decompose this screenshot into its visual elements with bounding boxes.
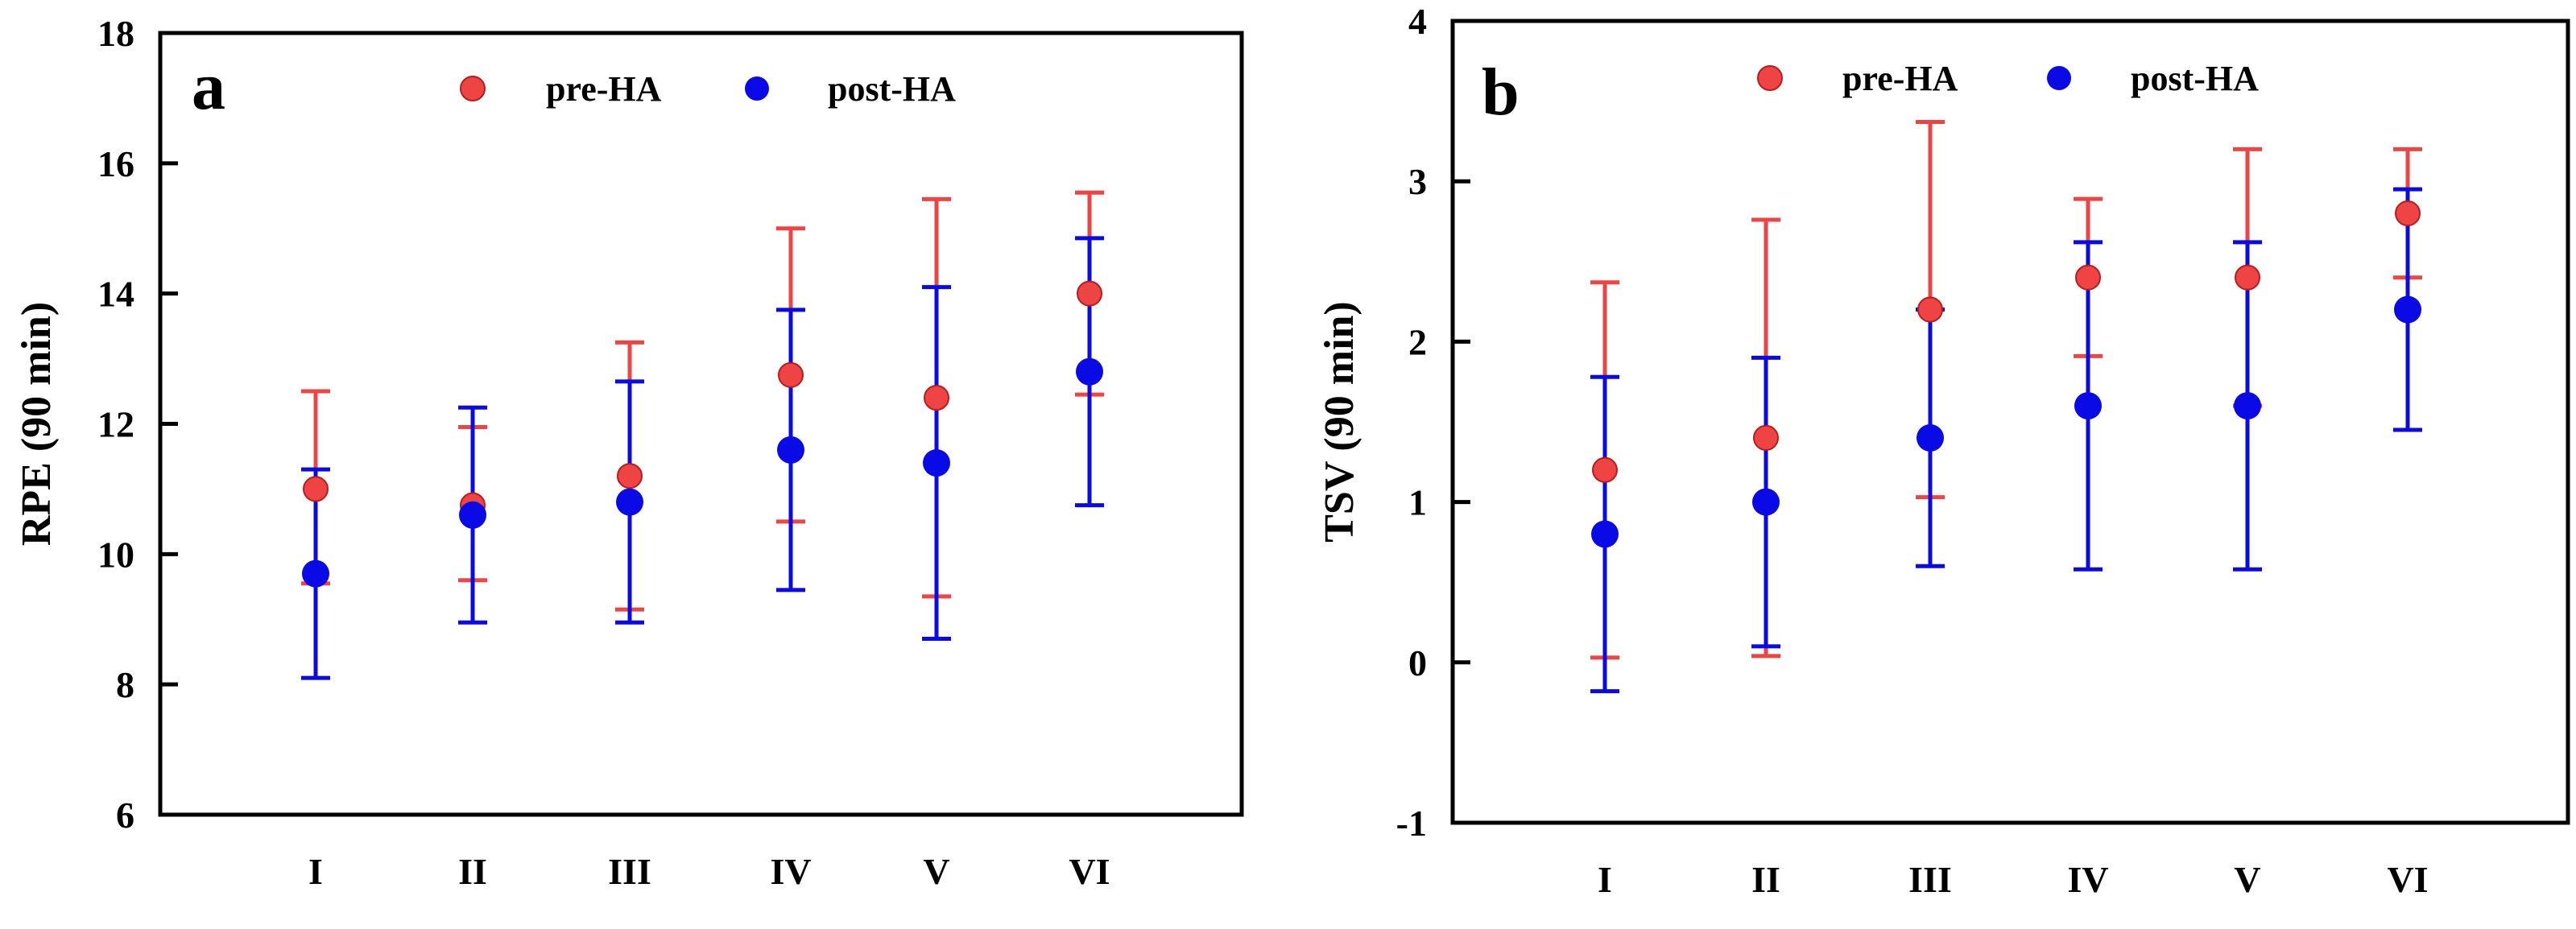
post-ha-point bbox=[923, 449, 950, 477]
post-ha-point bbox=[1076, 357, 1103, 386]
panel-b-plot-frame bbox=[1450, 19, 2570, 825]
panel-a-legend-post-marker bbox=[745, 76, 769, 101]
post-ha-point bbox=[616, 488, 643, 516]
y-tick-label: 3 bbox=[1408, 161, 1427, 202]
post-ha-point bbox=[302, 559, 329, 588]
x-tick-label: I bbox=[308, 851, 323, 892]
x-tick-label: II bbox=[1751, 859, 1780, 900]
pre-ha-point bbox=[924, 385, 949, 411]
panel-b-legend: pre-HA post-HA bbox=[1757, 59, 2259, 98]
post-ha-point bbox=[1752, 488, 1780, 516]
y-tick-label: 4 bbox=[1408, 1, 1427, 42]
x-tick-label: IV bbox=[2067, 859, 2108, 900]
panel-b-legend-post-label: post-HA bbox=[2131, 59, 2259, 98]
y-tick-label: 2 bbox=[1408, 321, 1427, 362]
panel-a-y-axis-title: RPE (90 min) bbox=[14, 302, 60, 546]
y-tick-label: 18 bbox=[97, 13, 134, 54]
panel-b-legend-post-marker bbox=[2047, 66, 2071, 90]
x-tick-label: V bbox=[923, 851, 949, 892]
x-tick-label: VI bbox=[1069, 851, 1110, 892]
y-tick-label: -1 bbox=[1396, 803, 1427, 844]
x-tick-label: III bbox=[1908, 859, 1952, 900]
y-tick-label: 10 bbox=[97, 534, 134, 575]
pre-ha-point bbox=[2075, 264, 2101, 291]
post-ha-point bbox=[2394, 295, 2421, 324]
x-tick-label: IV bbox=[770, 851, 811, 892]
panel-b-letter: b bbox=[1482, 55, 1520, 130]
panel-b-legend-pre-marker bbox=[1757, 65, 1783, 91]
pre-ha-point bbox=[1077, 280, 1102, 307]
panel-b-legend-pre-label: pre-HA bbox=[1842, 59, 1958, 98]
post-ha-point bbox=[1916, 423, 1944, 452]
post-ha-point bbox=[777, 436, 804, 464]
post-ha-point bbox=[1591, 520, 1619, 548]
pre-ha-point bbox=[1917, 296, 1943, 323]
panel-a-y-axis: 6 8 10 12 14 16 18 bbox=[97, 13, 178, 836]
x-tick-label: V bbox=[2234, 859, 2260, 900]
y-tick-label: 1 bbox=[1408, 482, 1427, 523]
x-tick-label: II bbox=[458, 851, 487, 892]
pre-ha-point bbox=[1592, 456, 1618, 483]
y-tick-label: 8 bbox=[116, 664, 134, 705]
y-tick-label: 12 bbox=[97, 404, 134, 445]
panel-a-plot-frame bbox=[158, 31, 1244, 817]
panel-a-x-axis: I II III IV V VI bbox=[308, 851, 1110, 892]
panel-b-y-axis: -1 0 1 2 3 4 bbox=[1396, 1, 1470, 844]
y-tick-label: 0 bbox=[1408, 642, 1427, 683]
post-ha-point bbox=[459, 501, 486, 529]
panel-a-legend-pre-marker bbox=[460, 76, 486, 101]
pre-ha-point bbox=[2235, 264, 2260, 291]
panel-a-legend-post-label: post-HA bbox=[828, 69, 956, 109]
pre-ha-point bbox=[778, 361, 804, 388]
panel-a-letter: a bbox=[192, 49, 225, 124]
y-tick-label: 16 bbox=[97, 143, 134, 184]
x-tick-label: VI bbox=[2387, 859, 2428, 900]
panel-b-y-axis-title: TSV (90 min) bbox=[1317, 301, 1362, 543]
y-tick-label: 14 bbox=[97, 274, 134, 315]
post-ha-point bbox=[2074, 392, 2102, 420]
panel-b-x-axis: I II III IV V VI bbox=[1598, 859, 2429, 900]
pre-ha-point bbox=[2395, 200, 2421, 227]
panel-a-legend: pre-HA post-HA bbox=[460, 69, 956, 109]
pre-ha-point bbox=[617, 463, 643, 489]
panel-b-data-marks bbox=[1590, 119, 2422, 694]
pre-ha-point bbox=[303, 476, 329, 502]
panel-a-legend-pre-label: pre-HA bbox=[546, 69, 662, 109]
y-tick-label: 6 bbox=[116, 795, 134, 836]
post-ha-point bbox=[2234, 392, 2261, 420]
x-tick-label: III bbox=[608, 851, 651, 892]
x-tick-label: I bbox=[1598, 859, 1612, 900]
pre-ha-point bbox=[1753, 424, 1779, 451]
panel-a-data-marks bbox=[301, 190, 1104, 680]
